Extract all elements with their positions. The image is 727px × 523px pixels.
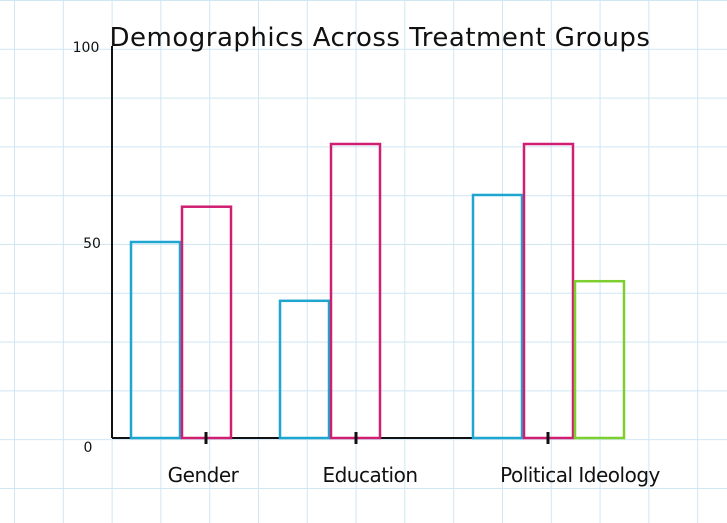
bar-education-series-2 xyxy=(329,142,382,440)
bar-gender-series-2 xyxy=(180,205,233,440)
chart-title: Demographics Across Treatment Groups xyxy=(110,23,651,53)
y-tick-label-100: 100 xyxy=(73,40,100,56)
bar-gender-series-1 xyxy=(129,240,182,440)
bar-political-ideology-series-2 xyxy=(522,142,575,440)
bar-education-series-1 xyxy=(278,299,331,440)
y-tick-label-50: 50 xyxy=(83,236,101,252)
x-tick-label-education: Education xyxy=(322,463,417,487)
bar-political-ideology-series-1 xyxy=(471,193,524,440)
bars-group xyxy=(129,142,626,440)
x-tick-label-political-ideology: Political Ideology xyxy=(500,463,660,487)
y-tick-label-0: 0 xyxy=(84,440,93,456)
bar-political-ideology-series-3 xyxy=(573,279,626,440)
x-tick-label-gender: Gender xyxy=(168,463,240,487)
